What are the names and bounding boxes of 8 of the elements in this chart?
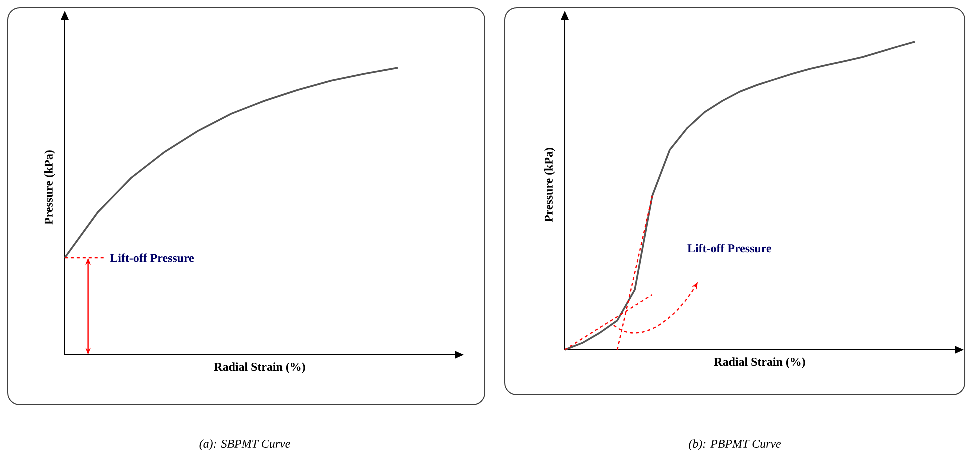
x-axis-title: Radial Strain (%) bbox=[214, 362, 306, 374]
y-axis-title: Pressure (kPa) bbox=[544, 148, 556, 222]
x-axis-title: Radial Strain (%) bbox=[714, 358, 806, 368]
text: (b): PBPMT Curve bbox=[689, 440, 782, 450]
ref-line-label: Lift-off Pressure bbox=[110, 254, 194, 262]
text: (a): SBPMT Curve bbox=[200, 440, 290, 450]
annotation: Lift-off Pressure bbox=[688, 244, 772, 253]
y-axis-title: Pressure (kPa) bbox=[44, 150, 56, 225]
